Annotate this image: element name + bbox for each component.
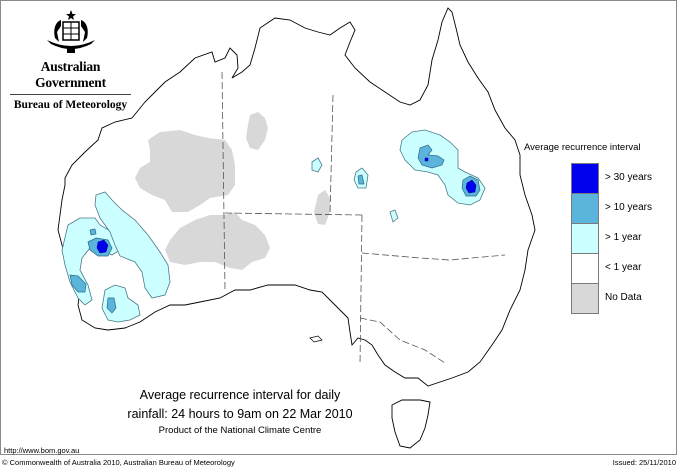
caption-line-1: Average recurrence interval for daily <box>139 388 341 402</box>
legend-swatch-gt1: > 1 year <box>571 223 641 254</box>
legend-swatch-gt10: > 10 years <box>571 193 652 224</box>
issued-date: Issued: 25/11/2010 <box>612 458 676 467</box>
no-data-region-sa <box>165 212 270 270</box>
bom-logo: Australian Government Bureau of Meteorol… <box>8 8 133 111</box>
australia-rainfall-map <box>57 7 536 449</box>
recurrence-gt30-regions <box>96 157 477 254</box>
legend: > 30 years > 10 years > 1 year < 1 year … <box>571 163 652 314</box>
website-link[interactable]: http://www.bom.gov.au <box>4 446 80 455</box>
legend-label-gt1: > 1 year <box>605 232 642 243</box>
header-divider <box>10 94 131 95</box>
legend-label-no-data: No Data <box>605 292 642 303</box>
coat-of-arms-icon <box>46 10 95 53</box>
map-caption: Average recurrence interval for daily ra… <box>100 386 380 437</box>
legend-title: Average recurrence interval <box>524 142 641 153</box>
legend-swatch-gt30: > 30 years <box>571 163 652 194</box>
copyright-notice: © Commonwealth of Australia 2010, Austra… <box>2 458 235 467</box>
legend-label-gt10: > 10 years <box>605 202 652 213</box>
no-data-region-wa <box>135 130 235 212</box>
no-data-region-nt <box>246 112 268 150</box>
legend-label-lt1: < 1 year <box>605 262 642 273</box>
government-title: Australian Government <box>35 59 106 90</box>
legend-label-gt30: > 30 years <box>605 172 652 183</box>
state-borders <box>221 71 506 366</box>
legend-swatch-no-data: No Data <box>571 283 642 314</box>
tasmania-coastline <box>391 399 431 449</box>
agency-title: Bureau of Meteorology <box>13 99 128 111</box>
caption-line-2: rainfall: 24 hours to 9am on 22 Mar 2010 <box>127 407 353 421</box>
legend-swatch-lt1: < 1 year <box>571 253 641 284</box>
mainland-coastline <box>57 7 536 387</box>
caption-line-3: Product of the National Climate Centre <box>158 425 322 436</box>
kangaroo-island <box>309 335 323 343</box>
no-data-region-central <box>314 190 330 225</box>
